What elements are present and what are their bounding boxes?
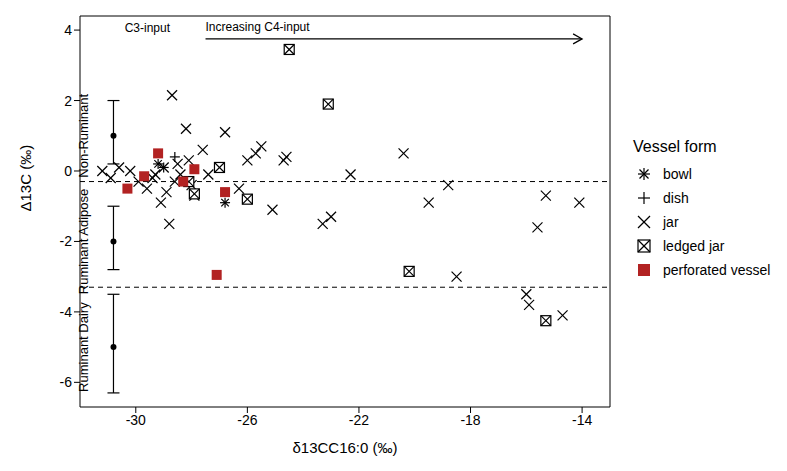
html-text:bowl: bowl <box>663 166 692 182</box>
html-text:dish: dish <box>663 190 689 206</box>
svg-text:-6: -6 <box>60 374 73 390</box>
svg-text:Ruminant Adipose: Ruminant Adipose <box>76 189 91 295</box>
svg-text:-2: -2 <box>60 233 73 249</box>
svg-text:Non-Ruminant: Non-Ruminant <box>76 93 91 177</box>
html-text:jar: jar <box>663 214 679 230</box>
svg-text:-26: -26 <box>237 412 257 428</box>
html-text:ledged jar: ledged jar <box>663 238 725 254</box>
svg-text:Ruminant Dairy: Ruminant Dairy <box>76 302 91 392</box>
html-text:perforated vessel: perforated vessel <box>663 262 771 278</box>
svg-text:4: 4 <box>64 22 72 38</box>
svg-text:-4: -4 <box>60 304 73 320</box>
svg-text:-22: -22 <box>349 412 369 428</box>
svg-text:2: 2 <box>64 93 72 109</box>
svg-text:0: 0 <box>64 163 72 179</box>
svg-text:-30: -30 <box>126 412 146 428</box>
svg-text:-18: -18 <box>460 412 480 428</box>
svg-text:Increasing C4-input: Increasing C4-input <box>206 20 311 34</box>
svg-text:δ13CC16:0 (‰): δ13CC16:0 (‰) <box>292 439 397 456</box>
html-text:Vessel form: Vessel form <box>633 138 717 155</box>
svg-text:C3-input: C3-input <box>125 21 171 35</box>
svg-text:Δ13C (‰): Δ13C (‰) <box>17 145 34 212</box>
svg-text:-14: -14 <box>572 412 592 428</box>
